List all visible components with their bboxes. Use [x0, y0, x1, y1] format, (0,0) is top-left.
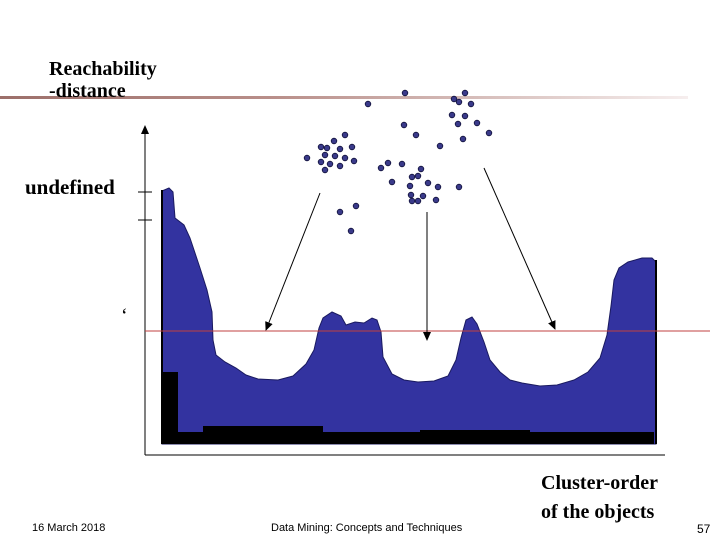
point [317, 158, 325, 166]
point [436, 142, 444, 150]
page-number: 57 [697, 522, 711, 536]
point [352, 202, 360, 210]
point [407, 191, 415, 199]
dark-bar-left [162, 372, 178, 444]
footer-date: 16 March 2018 [32, 522, 106, 534]
y-axis-title-line2: -distance [49, 80, 126, 102]
point [455, 98, 463, 106]
x-axis-title: Cluster-order of the objects [541, 469, 658, 527]
point [347, 227, 355, 235]
point [432, 196, 440, 204]
point [467, 100, 475, 108]
point [408, 197, 416, 205]
dark-bar-step-2 [420, 430, 530, 434]
point [455, 183, 463, 191]
point [461, 89, 469, 97]
y-axis-title-line1: Reachability [49, 58, 157, 80]
x-axis-title-line1: Cluster-order [541, 472, 658, 494]
point [414, 197, 422, 205]
point [485, 129, 493, 137]
point [388, 178, 396, 186]
point [350, 157, 358, 165]
title-underline [0, 96, 688, 99]
point [336, 162, 344, 170]
point [326, 160, 334, 168]
cluster1-arrow [265, 192, 321, 331]
point [384, 159, 392, 167]
reachability-area [161, 187, 657, 445]
point [317, 143, 325, 151]
point [408, 173, 416, 181]
point [348, 143, 356, 151]
cluster-points [303, 89, 493, 235]
point [401, 89, 409, 97]
point [450, 95, 458, 103]
y-axis-title: Reachability -distance [49, 58, 157, 102]
point [323, 144, 331, 152]
cluster3-arrow [483, 167, 556, 330]
point [454, 120, 462, 128]
x-axis-title-line2: of the objects [541, 501, 655, 523]
point [336, 208, 344, 216]
point [434, 183, 442, 191]
point [461, 112, 469, 120]
point [412, 131, 420, 139]
point [473, 119, 481, 127]
point [377, 164, 385, 172]
point [424, 179, 432, 187]
epsilon-label: ‘ [121, 305, 128, 327]
point [400, 121, 408, 129]
point [417, 165, 425, 173]
point [303, 154, 311, 162]
footer-course: Data Mining: Concepts and Techniques [271, 522, 463, 534]
point [321, 151, 329, 159]
point [341, 154, 349, 162]
point [398, 160, 406, 168]
point [321, 166, 329, 174]
point [419, 192, 427, 200]
point [331, 152, 339, 160]
dark-bar-step-1 [203, 426, 323, 434]
point [330, 137, 338, 145]
point [406, 182, 414, 190]
dark-bar-base [162, 432, 654, 444]
point [459, 135, 467, 143]
point [448, 111, 456, 119]
point [341, 131, 349, 139]
point [336, 145, 344, 153]
point [364, 100, 372, 108]
point [414, 172, 422, 180]
undefined-label: undefined [25, 175, 115, 199]
